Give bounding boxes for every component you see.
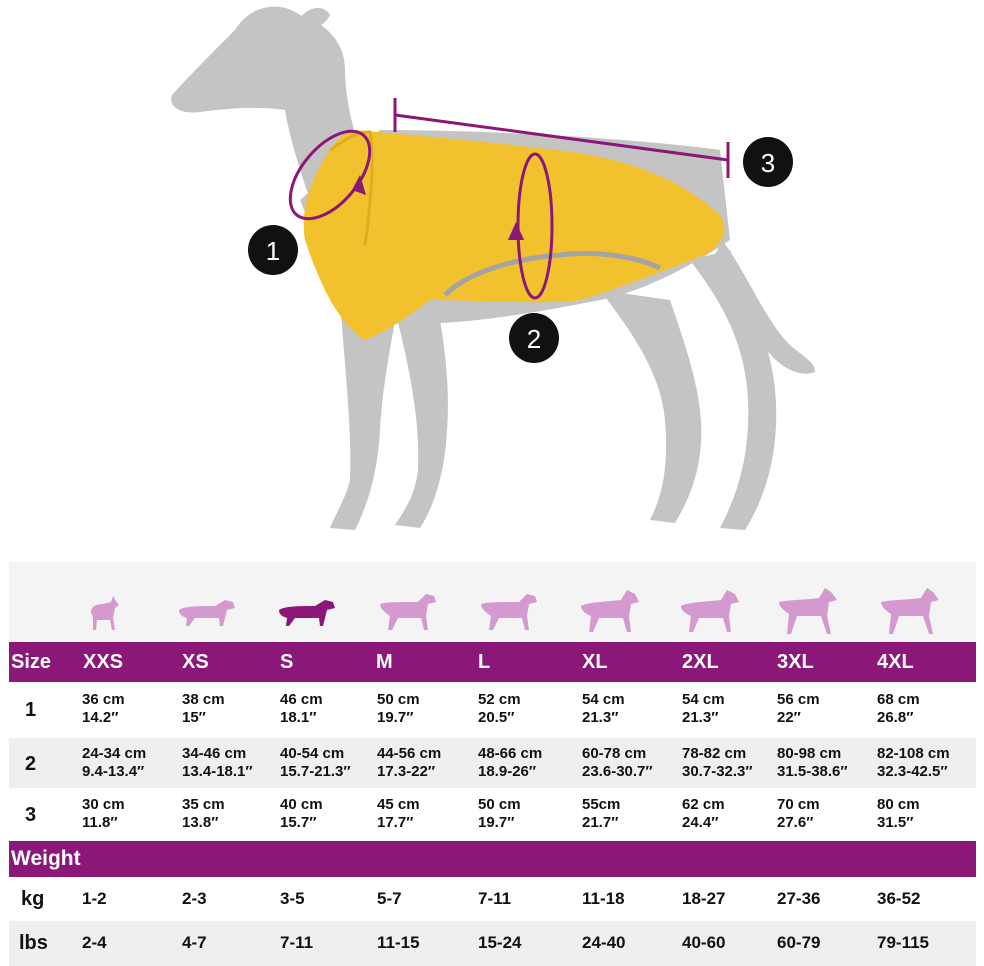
svg-text:3: 3 <box>761 148 775 178</box>
size-chart-table: Size XXS XS S M L XL 2XL 3XL 4XL 1 36 cm… <box>9 562 976 966</box>
row-label: kg <box>21 888 45 910</box>
marker-2: 2 <box>509 313 559 363</box>
table-cell: 11-15 <box>377 933 420 952</box>
row-label: 2 <box>25 753 37 775</box>
table-cell: 11-18 <box>582 889 625 908</box>
marker-3: 3 <box>743 137 793 187</box>
size-l: L <box>478 651 491 673</box>
table-cell: 80 cm 31.5″ <box>877 796 920 831</box>
measurement-row-2: 2 24-34 cm 9.4-13.4″ 34-46 cm 13.4-18.1″ 4… <box>9 738 976 788</box>
table-cell: 7-11 <box>478 889 512 908</box>
table-cell: 36 cm 14.2″ <box>82 691 125 726</box>
marker-1: 1 <box>248 225 298 275</box>
dog-icon-xs <box>179 600 235 626</box>
table-cell: 34-46 cm 13.4-18.1″ <box>182 745 253 780</box>
table-cell: 52 cm 20.5″ <box>478 691 521 726</box>
table-cell: 46 cm 18.1″ <box>280 691 323 726</box>
dog-icon-2xl <box>681 590 739 632</box>
table-cell: 4-7 <box>182 933 207 952</box>
weight-header-row: Weight <box>9 841 976 877</box>
table-cell: 15-24 <box>478 933 522 952</box>
table-cell: 40-60 <box>682 933 726 952</box>
measurement-row-3: 3 30 cm 11.8″ 35 cm 13.8″ 40 cm 15.7″ 45 cm… <box>9 788 976 841</box>
row-label: 1 <box>25 699 37 721</box>
table-cell: 50 cm 19.7″ <box>478 796 521 831</box>
size-3xl: 3XL <box>777 651 814 673</box>
table-cell: 60-79 <box>777 933 821 952</box>
size-2xl: 2XL <box>682 651 719 673</box>
table-cell: 78-82 cm 30.7-32.3″ <box>682 745 753 780</box>
table-cell: 70 cm 27.6″ <box>777 796 820 831</box>
table-cell: 30 cm 11.8″ <box>82 796 125 831</box>
table-cell: 38 cm 15″ <box>182 691 225 726</box>
table-cell: 54 cm 21.3″ <box>582 691 625 726</box>
table-cell: 1-2 <box>82 889 107 908</box>
row-label: 3 <box>25 804 37 826</box>
table-cell: 60-78 cm 23.6-30.7″ <box>582 745 653 780</box>
table-cell: 62 cm 24.4″ <box>682 796 725 831</box>
size-s: S <box>280 651 294 673</box>
table-cell: 44-56 cm 17.3-22″ <box>377 745 442 780</box>
table-cell: 40-54 cm 15.7-21.3″ <box>280 745 351 780</box>
table-cell: 80-98 cm 31.5-38.6″ <box>777 745 848 780</box>
dog-icon-3xl <box>779 588 837 634</box>
table-cell: 24-34 cm 9.4-13.4″ <box>82 745 147 780</box>
dog-icon-m <box>380 594 436 630</box>
table-cell: 7-11 <box>280 933 314 952</box>
size-header-row: Size XXS XS S M L XL 2XL 3XL 4XL <box>9 642 976 682</box>
table-cell: 3-5 <box>280 889 305 908</box>
size-xs: XS <box>182 651 209 673</box>
measurement-row-1: 1 36 cm 14.2″ 38 cm 15″ 46 cm 18.1″ 50 cm 19… <box>9 682 976 738</box>
svg-text:2: 2 <box>527 324 541 354</box>
dog-icon-4xl <box>881 588 939 634</box>
table-cell: 82-108 cm 32.3-42.5″ <box>877 745 950 780</box>
dog-icon-xl <box>581 590 639 632</box>
table-cell: 50 cm 19.7″ <box>377 691 420 726</box>
table-cell: 5-7 <box>377 889 402 908</box>
measurement-guides <box>288 98 730 300</box>
table-cell: 36-52 <box>877 889 921 908</box>
size-m: M <box>376 651 393 673</box>
table-cell: 35 cm 13.8″ <box>182 796 225 831</box>
table-cell: 18-27 <box>682 889 726 908</box>
table-cell: 68 cm 26.8″ <box>877 691 920 726</box>
size-xxs: XXS <box>83 651 124 673</box>
table-cell: 56 cm 22″ <box>777 691 820 726</box>
dog-icon-xxs <box>91 596 119 630</box>
table-cell: 40 cm 15.7″ <box>280 796 323 831</box>
svg-text:1: 1 <box>266 236 280 266</box>
table-cell: 2-4 <box>82 933 107 952</box>
table-cell: 55cm 21.7″ <box>582 796 621 831</box>
table-cell: 27-36 <box>777 889 821 908</box>
size-header-label: Size <box>11 651 52 673</box>
dog-icon-s <box>279 600 335 626</box>
table-cell: 24-40 <box>582 933 626 952</box>
size-4xl: 4XL <box>877 651 914 673</box>
table-cell: 79-115 <box>877 933 929 952</box>
table-cell: 2-3 <box>182 889 207 908</box>
weight-lbs-row: lbs 2-4 4-7 7-11 11-15 15-24 24-40 40-60… <box>9 921 976 966</box>
weight-header-label: Weight <box>11 847 81 870</box>
dog-breed-icons-row <box>9 562 976 642</box>
table-cell: 48-66 cm 18.9-26″ <box>478 745 543 780</box>
dog-coat-illustration: 1 2 3 <box>171 6 815 530</box>
size-xl: XL <box>582 651 608 673</box>
row-label: lbs <box>19 932 48 954</box>
dog-icon-l <box>481 594 537 630</box>
table-cell: 54 cm 21.3″ <box>682 691 725 726</box>
weight-kg-row: kg 1-2 2-3 3-5 5-7 7-11 11-18 18-27 27-3… <box>9 877 976 921</box>
table-cell: 45 cm 17.7″ <box>377 796 420 831</box>
